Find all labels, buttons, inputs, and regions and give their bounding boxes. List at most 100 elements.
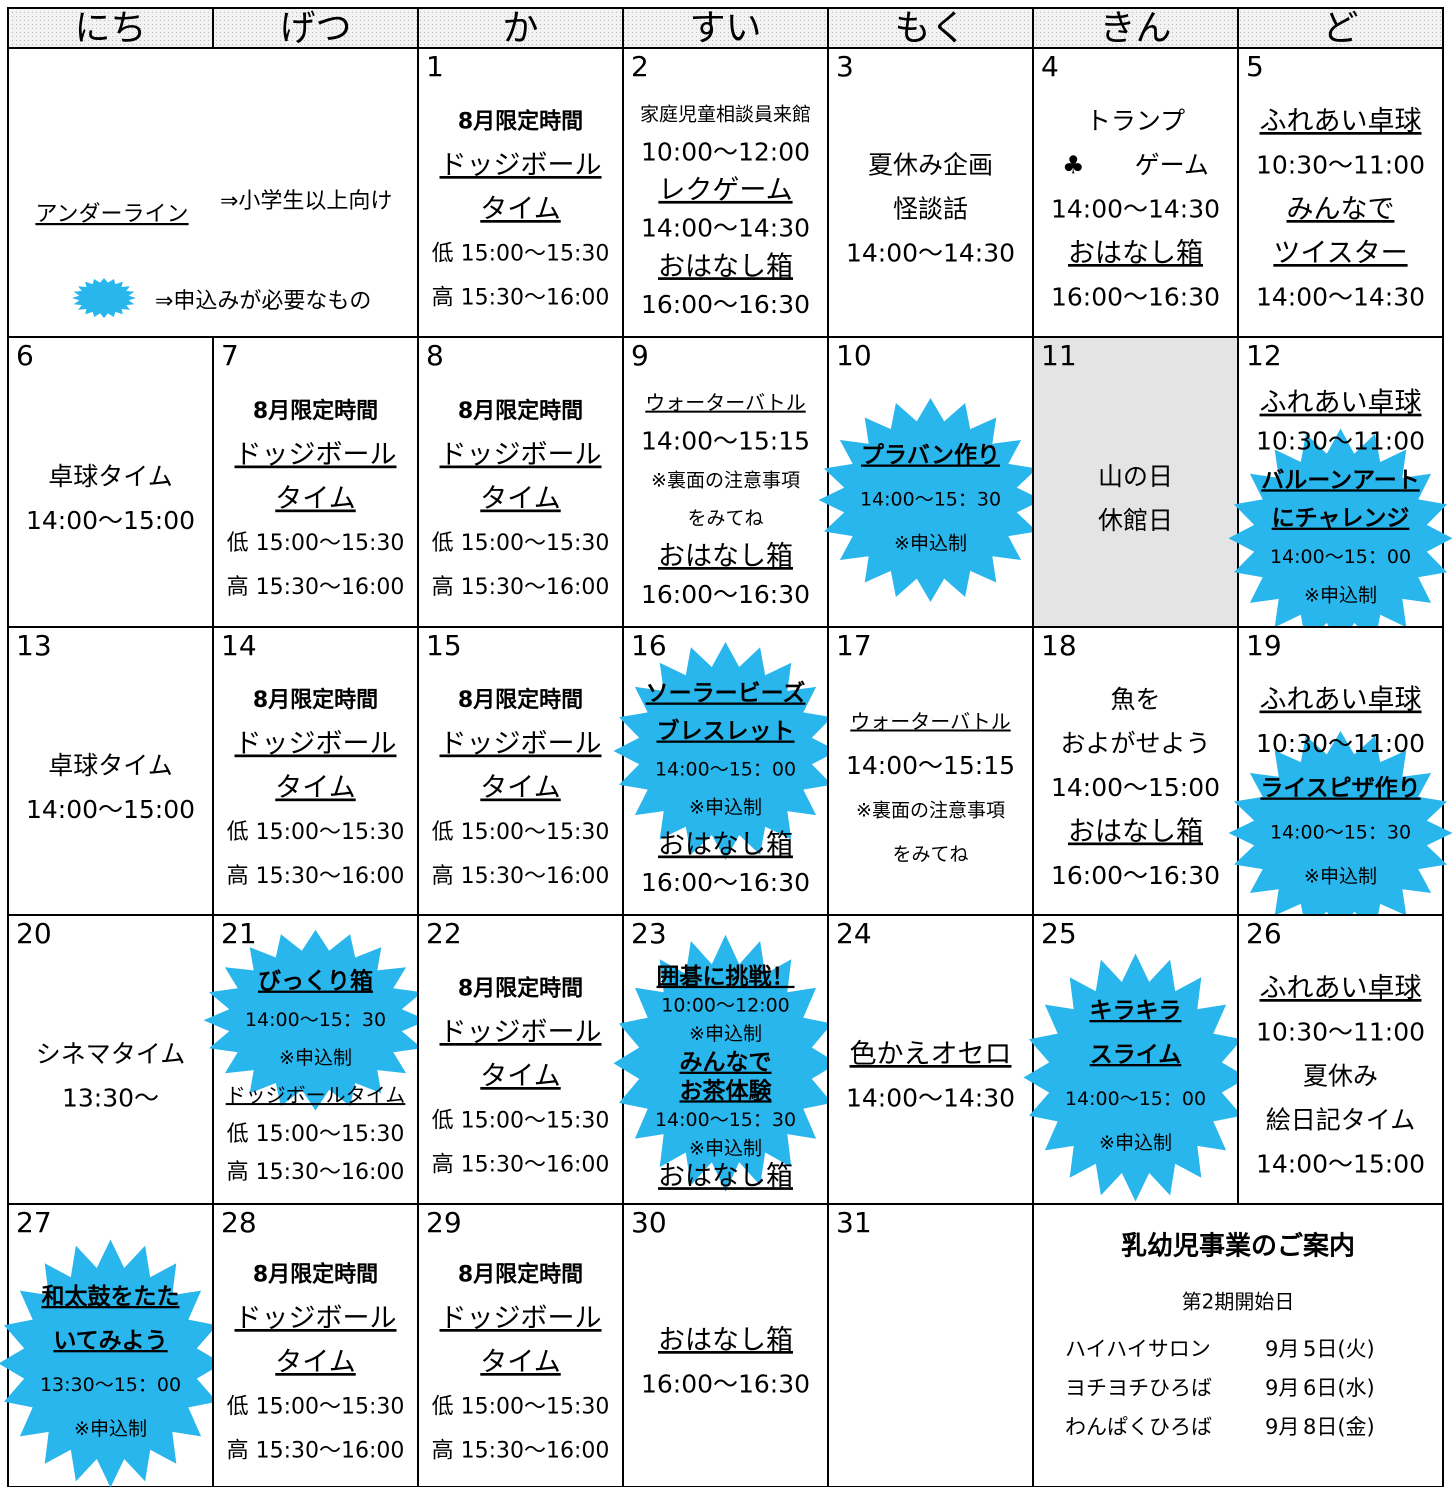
date-number: 17: [836, 629, 872, 662]
event-text: ※申込制: [894, 533, 967, 555]
date-number: 11: [1041, 339, 1077, 372]
event-text: 14:00〜15：00: [1065, 1088, 1206, 1110]
event-text: ウォーターバトル: [645, 391, 805, 415]
event-text: いてみよう: [53, 1328, 167, 1354]
date-number: 29: [426, 1206, 462, 1239]
event-text: ドッジボール: [440, 440, 602, 471]
event-text: おはなし箱: [658, 251, 793, 282]
event-text: タイム: [480, 194, 560, 225]
burst: [72, 278, 136, 318]
event-text: お茶体験: [680, 1078, 773, 1104]
date-number: 2: [631, 50, 649, 83]
date-number: 13: [16, 629, 52, 662]
date-number: 18: [1041, 629, 1077, 662]
date-number: 24: [836, 917, 872, 950]
date-number: 1: [426, 50, 444, 83]
event-text: おはなし箱: [658, 830, 793, 861]
event-text: 低 15:00〜15:30: [227, 1395, 405, 1420]
event-text: 高 15:30〜16:00: [227, 1160, 405, 1185]
event-text: 囲碁に挑戦！: [657, 964, 795, 990]
event-text: ふれあい卓球: [1260, 973, 1422, 1004]
info-row: 5日(火): [1303, 1337, 1375, 1361]
event-text: バルーンアート: [1261, 467, 1419, 493]
info-title: 乳幼児事業のご案内: [1121, 1231, 1355, 1262]
event-text: タイム: [275, 773, 355, 804]
day-cell: [212, 336, 419, 628]
info-row: 9月: [1265, 1376, 1299, 1400]
event-text: ※申込制: [689, 1023, 762, 1045]
day-cell: [417, 626, 624, 916]
event-text: キラキラ: [1090, 998, 1182, 1024]
event-text: ※申込制: [74, 1418, 147, 1440]
event-text: おはなし箱: [658, 541, 793, 572]
legend-text: ⇒小学生以上向け: [220, 189, 392, 214]
date-number: 30: [631, 1206, 667, 1239]
event-text: 14:00〜15：30: [655, 1109, 796, 1131]
event-text: ドッジボール: [440, 1303, 602, 1334]
date-number: 31: [836, 1206, 872, 1239]
event-text: びっくり箱: [258, 968, 373, 995]
info-row: ヨチヨチひろば: [1065, 1376, 1212, 1400]
info-cell: [1032, 1203, 1444, 1487]
event-text: 8月限定時間: [458, 1262, 583, 1288]
event-text: 10:00〜12:00: [641, 137, 810, 166]
event-text: 高 15:30〜16:00: [432, 1153, 610, 1178]
event-text: およがせよう: [1060, 729, 1210, 758]
event-text: ドッジボール: [235, 440, 397, 471]
event-text: プラバン作り: [861, 443, 1000, 469]
event-text: ドッジボール: [440, 1017, 602, 1048]
event-text: 魚を: [1110, 685, 1160, 714]
day-header: すい: [689, 8, 761, 49]
day-cell: [827, 626, 1034, 916]
event-text: 絵日記タイム: [1266, 1106, 1416, 1135]
date-number: 21: [221, 917, 257, 950]
event-text: 怪談話: [893, 195, 968, 224]
date-number: 25: [1041, 917, 1077, 950]
day-cell: [827, 1203, 1034, 1487]
event-text: ライスピザ作り: [1260, 776, 1420, 802]
date-number: 5: [1246, 50, 1264, 83]
date-number: 22: [426, 917, 462, 950]
date-number: 26: [1246, 917, 1282, 950]
event-text: 10:30〜11:00: [1256, 427, 1425, 456]
event-text: 10:30〜11:00: [1256, 1018, 1425, 1047]
event-text: 14:00〜15：00: [655, 759, 796, 781]
date-number: 28: [221, 1206, 257, 1239]
event-text: 低 15:00〜15:30: [432, 242, 610, 267]
day-cell: [212, 1203, 419, 1487]
event-text: 10:00〜12:00: [661, 994, 790, 1016]
day-header: きん: [1099, 8, 1171, 49]
event-text: 14:00〜15：00: [1270, 546, 1411, 568]
event-text: 14:00〜14:30: [846, 1084, 1015, 1113]
legend-cell: [7, 47, 419, 338]
event-text: みんなで: [1287, 194, 1395, 225]
date-number: 16: [631, 629, 667, 662]
event-text: タイム: [275, 1347, 355, 1378]
day-cell: [7, 336, 214, 628]
event-text: 14:00〜15：30: [245, 1009, 386, 1031]
event-text: ※申込制: [689, 1138, 762, 1160]
event-text: 16:00〜16:30: [1051, 283, 1220, 312]
legend-underline: アンダーライン: [35, 202, 188, 227]
event-text: 高 15:30〜16:00: [432, 286, 610, 311]
event-text: トランプ: [1086, 107, 1185, 136]
event-text: 14:00〜15:15: [641, 427, 810, 456]
date-number: 14: [221, 629, 257, 662]
day-cell: [1237, 914, 1444, 1205]
day-cell: [1032, 47, 1239, 338]
burst: [1228, 731, 1453, 935]
event-text: 高 15:30〜16:00: [227, 864, 405, 889]
event-text: スライム: [1090, 1042, 1182, 1068]
date-number: 12: [1246, 339, 1282, 372]
legend-text: ⇒申込みが必要なもの: [155, 289, 371, 314]
event-text: ふれあい卓球: [1260, 106, 1422, 137]
burst: [0, 1239, 223, 1487]
date-number: 4: [1041, 50, 1059, 83]
event-text: ふれあい卓球: [1260, 685, 1422, 716]
event-text: 14:00〜15：30: [860, 489, 1001, 511]
day-cell: [212, 626, 419, 916]
event-text: 高 15:30〜16:00: [227, 1439, 405, 1464]
event-text: 16:00〜16:30: [641, 1370, 810, 1399]
date-number: 8: [426, 339, 444, 372]
